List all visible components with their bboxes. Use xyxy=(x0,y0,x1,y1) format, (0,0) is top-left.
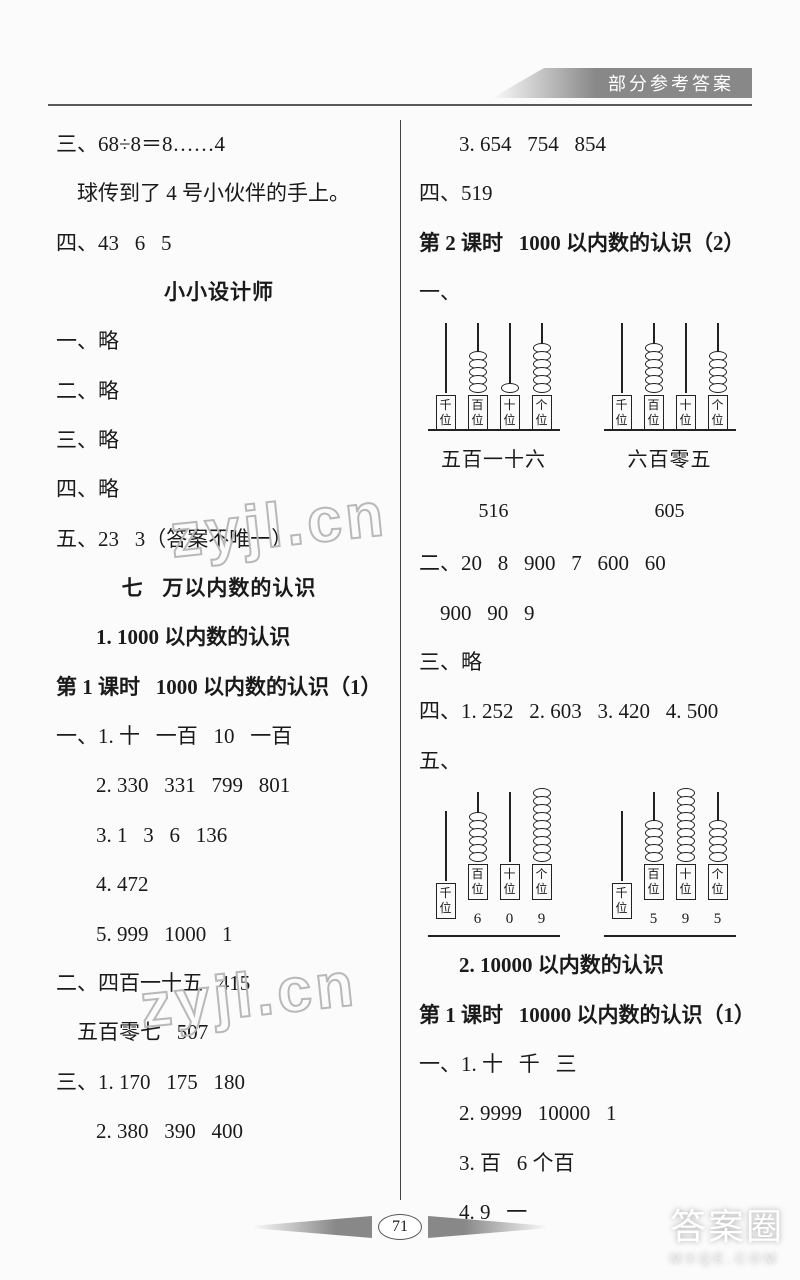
abacus-row-1: 千位百位十位个位 五百一十六 516 千位百位十位个位 六百零五 605 xyxy=(419,323,744,535)
page-footer: 71 xyxy=(252,1214,548,1240)
text-line: 2. 330 331 799 801 xyxy=(56,761,382,810)
lesson-title: 第 1 课时 10000 以内数的认识（1） xyxy=(419,991,744,1040)
abacus-row-2: 千位百位6十位0个位9 千位百位5十位9个位5 xyxy=(419,792,744,937)
text-line: 一、略 xyxy=(56,317,382,366)
text-line: 四、43 6 5 xyxy=(56,219,382,268)
section-title: 小小设计师 xyxy=(56,268,382,317)
brand-stamp: 答案圈 MXQE.COM xyxy=(670,1198,784,1266)
stamp-text: 答案圈 xyxy=(670,1206,784,1247)
sub-title: 1. 1000 以内数的认识 xyxy=(56,613,382,662)
abacus-1-right: 千位百位十位个位 六百零五 605 xyxy=(606,323,734,535)
footer-wing-left xyxy=(252,1216,372,1238)
text-line: 3. 百 6 个百 xyxy=(419,1139,744,1188)
text-line: 5. 999 1000 1 xyxy=(56,910,382,959)
page: 部分参考答案 三、68÷8＝8……4 球传到了 4 号小伙伴的手上。 四、43 … xyxy=(0,0,800,1280)
col-right: 3. 654 754 854 四、519 第 2 课时 1000 以内数的认识（… xyxy=(400,120,744,1200)
header-tab: 部分参考答案 xyxy=(492,68,752,98)
abacus-2-right: 千位百位5十位9个位5 xyxy=(606,792,734,937)
sub-title: 2. 10000 以内数的认识 xyxy=(419,941,744,990)
text-line: 二、四百一十五 415 xyxy=(56,959,382,1008)
text-line: 五、23 3（答案不唯一） xyxy=(56,515,382,564)
abacus-1-left: 千位百位十位个位 五百一十六 516 xyxy=(430,323,558,535)
stamp-sub: MXQE.COM xyxy=(670,1250,784,1266)
text-line: 一、1. 十 一百 10 一百 xyxy=(56,712,382,761)
text-line: 三、68÷8＝8……4 xyxy=(56,120,382,169)
chapter-title: 七 万以内数的认识 xyxy=(56,564,382,613)
text-line: 2. 380 390 400 xyxy=(56,1107,382,1156)
text-line: 三、1. 170 175 180 xyxy=(56,1058,382,1107)
text-line: 二、略 xyxy=(56,367,382,416)
text-line: 900 90 9 xyxy=(419,589,744,638)
columns: 三、68÷8＝8……4 球传到了 4 号小伙伴的手上。 四、43 6 5 小小设… xyxy=(56,120,744,1200)
text-line: 四、略 xyxy=(56,465,382,514)
text-line: 2. 9999 10000 1 xyxy=(419,1089,744,1138)
text-line: 球传到了 4 号小伙伴的手上。 xyxy=(56,169,382,218)
abacus-number: 516 xyxy=(479,488,509,535)
text-line: 三、略 xyxy=(56,416,382,465)
abacus-number: 605 xyxy=(655,488,685,535)
footer-wing-right xyxy=(428,1216,548,1238)
text-line: 五、 xyxy=(419,737,744,786)
lesson-title: 第 1 课时 1000 以内数的认识（1） xyxy=(56,663,382,712)
text-line: 二、20 8 900 7 600 60 xyxy=(419,539,744,588)
text-line: 四、1. 252 2. 603 3. 420 4. 500 xyxy=(419,687,744,736)
text-line: 4. 472 xyxy=(56,860,382,909)
col-left: 三、68÷8＝8……4 球传到了 4 号小伙伴的手上。 四、43 6 5 小小设… xyxy=(56,120,400,1200)
lesson-title: 第 2 课时 1000 以内数的认识（2） xyxy=(419,219,744,268)
page-number: 71 xyxy=(378,1214,422,1240)
text-line: 3. 654 754 854 xyxy=(419,120,744,169)
text-line: 一、1. 十 千 三 xyxy=(419,1040,744,1089)
text-line: 3. 1 3 6 136 xyxy=(56,811,382,860)
label-one: 一、 xyxy=(419,268,744,317)
text-line: 三、略 xyxy=(419,638,744,687)
abacus-caption: 六百零五 xyxy=(628,437,712,484)
text-line: 四、519 xyxy=(419,169,744,218)
top-rule xyxy=(48,104,752,106)
text-line: 五百零七 507 xyxy=(56,1008,382,1057)
abacus-2-left: 千位百位6十位0个位9 xyxy=(430,792,558,937)
abacus-caption: 五百一十六 xyxy=(441,437,546,484)
